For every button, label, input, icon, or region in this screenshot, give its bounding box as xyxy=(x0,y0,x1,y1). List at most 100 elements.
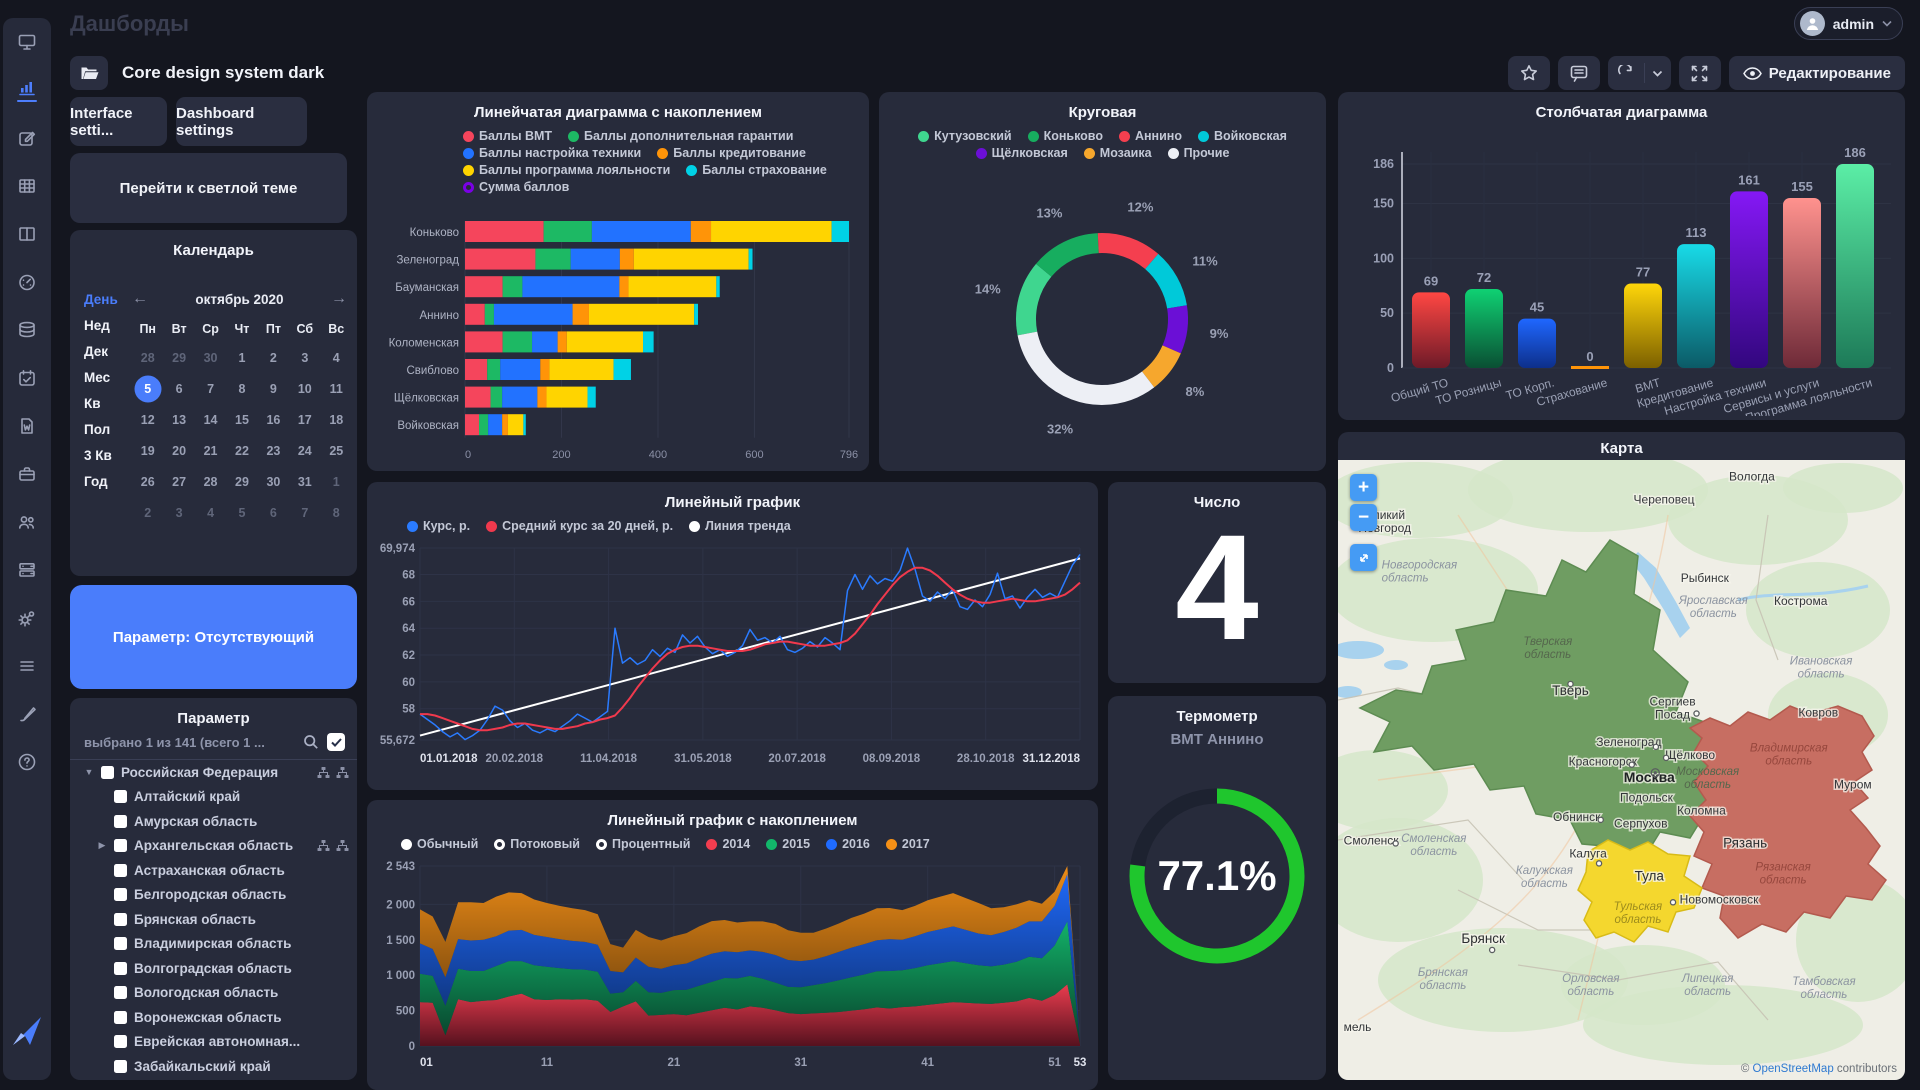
tree-caret[interactable]: ▶ xyxy=(98,840,106,851)
tree-checkbox[interactable] xyxy=(114,1059,127,1073)
calendar-day[interactable]: 2 xyxy=(144,505,152,520)
tree-item[interactable]: Брянская область xyxy=(70,907,357,932)
legend-item[interactable]: Баллы дополнительная гарантии xyxy=(568,129,793,143)
edit-mode-button[interactable]: Редактирование xyxy=(1728,56,1905,90)
calendar-day[interactable]: 19 xyxy=(140,443,155,458)
legend-item[interactable]: 2017 xyxy=(885,837,930,851)
tree-item[interactable]: Алтайский край xyxy=(70,785,357,810)
tree-checkbox[interactable] xyxy=(114,1010,127,1024)
map-expand-button[interactable] xyxy=(1350,544,1377,571)
calendar-mode-3 Кв[interactable]: 3 Кв xyxy=(84,448,112,463)
tree-checkbox[interactable] xyxy=(114,863,127,877)
calendar-mode-Мес[interactable]: Мес xyxy=(84,370,111,385)
tree-checkbox[interactable] xyxy=(114,986,127,1000)
tree-checkbox[interactable] xyxy=(114,814,127,828)
tree-checkbox[interactable] xyxy=(114,912,127,926)
parameter-button[interactable]: Параметр: Отсутствующий xyxy=(70,585,357,689)
tree-checkbox[interactable] xyxy=(101,765,114,779)
user-menu[interactable]: admin xyxy=(1793,7,1903,40)
sidebar-item-table[interactable] xyxy=(3,162,51,210)
tree-checkbox[interactable] xyxy=(114,1035,127,1049)
calendar-day[interactable]: 30 xyxy=(266,474,281,489)
legend-item[interactable]: 2016 xyxy=(826,837,870,851)
legend-item[interactable]: Войковская xyxy=(1197,129,1287,143)
legend-item[interactable]: 2014 xyxy=(706,837,750,851)
tree-item[interactable]: Вологодская область xyxy=(70,981,357,1006)
tree-checkbox[interactable] xyxy=(114,790,127,804)
sidebar-item-help[interactable] xyxy=(3,738,51,786)
calendar-day[interactable]: 16 xyxy=(266,412,281,427)
calendar-day[interactable]: 11 xyxy=(329,381,343,396)
tree-caret[interactable]: ▼ xyxy=(84,767,94,778)
legend-item[interactable]: Линия тренда xyxy=(689,519,791,533)
calendar-day[interactable]: 25 xyxy=(329,443,344,458)
calendar-day[interactable]: 5 xyxy=(132,373,163,404)
calendar-mode-День[interactable]: День xyxy=(84,292,118,307)
tree-item[interactable]: ▶ Архангельская область xyxy=(70,834,357,859)
calendar-day[interactable]: 8 xyxy=(332,505,340,520)
legend-item[interactable]: Потоковый xyxy=(494,837,580,851)
calendar-day[interactable]: 6 xyxy=(269,505,277,520)
tree-checkbox[interactable] xyxy=(114,937,127,951)
legend-item[interactable]: Курс, р. xyxy=(407,519,470,533)
search-icon[interactable] xyxy=(303,734,319,750)
map[interactable]: Вологда Череповец Рыбинск Кострома Великий Но… xyxy=(1338,448,1905,1080)
calendar-day[interactable]: 27 xyxy=(172,474,187,489)
calendar-day[interactable]: 1 xyxy=(238,350,246,365)
calendar-day[interactable]: 4 xyxy=(332,350,340,365)
tab-dashboard-settings[interactable]: Dashboard settings xyxy=(176,97,307,146)
tree-item[interactable]: Владимирская область xyxy=(70,932,357,957)
switch-theme-button[interactable]: Перейти к светлой теме xyxy=(70,153,347,223)
tree-checkbox[interactable] xyxy=(114,888,127,902)
tree-item[interactable]: Астраханская область xyxy=(70,858,357,883)
tree-item[interactable]: Еврейская автономная... xyxy=(70,1030,357,1055)
calendar-day[interactable]: 23 xyxy=(266,443,281,458)
app-logo-icon[interactable] xyxy=(10,1014,44,1048)
tree-checkbox[interactable] xyxy=(114,961,127,975)
calendar-mode-Пол[interactable]: Пол xyxy=(84,422,111,437)
calendar-day[interactable]: 28 xyxy=(140,350,155,365)
calendar-day[interactable]: 3 xyxy=(301,350,309,365)
legend-item[interactable]: 2015 xyxy=(766,837,810,851)
legend-item[interactable]: Прочие xyxy=(1167,146,1229,160)
legend-item[interactable]: Баллы кредитование xyxy=(657,146,806,160)
sidebar-item-server[interactable] xyxy=(3,546,51,594)
sidebar-item-bar-chart[interactable] xyxy=(3,66,51,114)
calendar-day[interactable]: 9 xyxy=(269,381,277,396)
hierarchy-icon[interactable] xyxy=(336,839,349,852)
calendar-day[interactable]: 17 xyxy=(297,412,312,427)
calendar-day[interactable]: 7 xyxy=(301,505,309,520)
legend-item[interactable]: Обычный xyxy=(401,837,478,851)
map-zoom-in-button[interactable]: + xyxy=(1350,474,1377,501)
legend-item[interactable]: Процентный xyxy=(595,837,690,851)
sidebar-item-menu[interactable] xyxy=(3,642,51,690)
tree-checkbox[interactable] xyxy=(114,839,127,853)
calendar-day[interactable]: 15 xyxy=(235,412,249,427)
legend-item[interactable]: Средний курс за 20 дней, р. xyxy=(486,519,673,533)
calendar-day[interactable]: 4 xyxy=(207,505,215,520)
calendar-day[interactable]: 13 xyxy=(172,412,187,427)
calendar-day[interactable]: 24 xyxy=(297,443,312,458)
sidebar-item-monitor[interactable] xyxy=(3,18,51,66)
calendar-mode-Дек[interactable]: Дек xyxy=(84,344,109,359)
calendar-day[interactable]: 18 xyxy=(329,412,344,427)
favorite-button[interactable] xyxy=(1507,56,1550,90)
legend-item[interactable]: Баллы страхование xyxy=(686,163,827,177)
sidebar-item-word-doc[interactable] xyxy=(3,402,51,450)
select-all-checkbox[interactable] xyxy=(327,733,345,751)
calendar-day[interactable]: 3 xyxy=(175,505,183,520)
calendar-prev-button[interactable]: ← xyxy=(132,290,148,307)
hierarchy-icon[interactable] xyxy=(317,766,330,779)
calendar-day[interactable]: 6 xyxy=(175,381,183,396)
hierarchy-icon[interactable] xyxy=(336,766,349,779)
osm-link[interactable]: OpenStreetMap xyxy=(1752,1063,1834,1075)
tree-item[interactable]: Белгородская область xyxy=(70,883,357,908)
sidebar-item-gears[interactable] xyxy=(3,594,51,642)
calendar-day[interactable]: 29 xyxy=(235,474,249,489)
sidebar-item-edit[interactable] xyxy=(3,114,51,162)
calendar-day[interactable]: 30 xyxy=(203,350,218,365)
refresh-options-button[interactable] xyxy=(1645,70,1671,77)
calendar-mode-Год[interactable]: Год xyxy=(84,474,108,489)
tree-item[interactable]: Воронежская область xyxy=(70,1005,357,1030)
calendar-day[interactable]: 5 xyxy=(238,505,246,520)
